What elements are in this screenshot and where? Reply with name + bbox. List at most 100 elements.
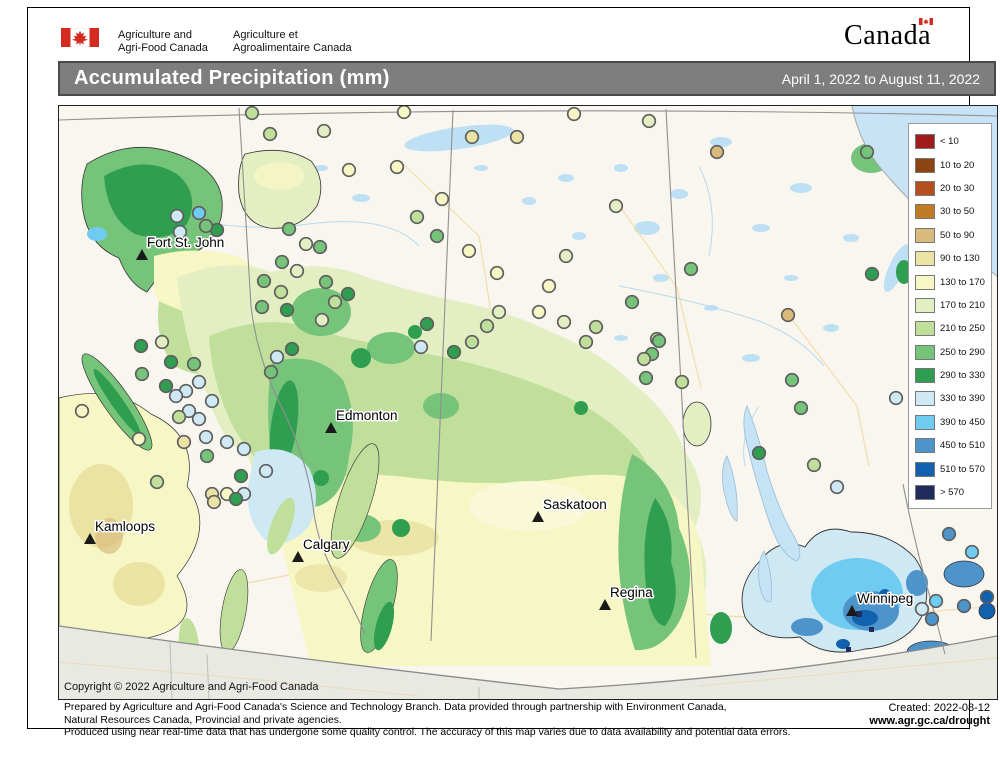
station-dot	[134, 366, 150, 382]
legend-item: 450 to 510	[915, 434, 991, 457]
outer-frame: Agriculture and Agri-Food Canada Agricul…	[27, 7, 998, 738]
map-canvas: Fort St. John Edmonton Kamloops Calgary Sask…	[58, 105, 998, 700]
station-dot	[198, 218, 214, 234]
station-dot	[641, 113, 657, 129]
city-markers: Fort St. John Edmonton Kamloops Calgary Sask…	[84, 234, 915, 616]
station-dot	[254, 299, 270, 315]
station-dot	[281, 221, 297, 237]
legend-swatch	[915, 438, 935, 454]
legend-item: < 10	[915, 130, 991, 153]
footer-meta: Created: 2022-08-12 www.agr.gc.ca/drough…	[869, 702, 990, 728]
department-name-en: Agriculture and Agri-Food Canada	[118, 29, 208, 54]
legend-swatch	[915, 157, 935, 173]
legend-label: 450 to 510	[940, 440, 985, 452]
station-dot	[464, 334, 480, 350]
legend-swatch	[915, 461, 935, 477]
station-dot	[169, 208, 185, 224]
legend-label: 10 to 20	[940, 159, 975, 171]
legend-item: 10 to 20	[915, 153, 991, 176]
station-dot	[541, 278, 557, 294]
station-dot	[419, 316, 435, 332]
legend-item: 90 to 130	[915, 247, 991, 270]
station-dot	[928, 593, 944, 609]
station-dot	[191, 205, 207, 221]
station-dot	[219, 434, 235, 450]
station-dot	[316, 123, 332, 139]
station-dot	[191, 411, 207, 427]
station-dot	[176, 434, 192, 450]
station-dot	[172, 224, 188, 240]
legend-items: < 10 10 to 20 20 to 30 30 to 50 50 to 90 90 t…	[915, 130, 991, 504]
city-label: Fort St. John	[147, 235, 224, 250]
station-dot	[154, 334, 170, 350]
legend-swatch	[915, 180, 935, 196]
station-dot	[244, 106, 260, 121]
station-dot	[864, 266, 880, 282]
station-dot	[191, 374, 207, 390]
station-dot	[312, 239, 328, 255]
station-dot	[784, 372, 800, 388]
station-dot	[914, 601, 930, 617]
station-dot	[751, 445, 767, 461]
legend-item: 50 to 90	[915, 224, 991, 247]
station-dot	[709, 144, 725, 160]
station-dot	[258, 463, 274, 479]
station-dot	[274, 254, 290, 270]
station-dot	[396, 106, 412, 120]
station-dot	[608, 198, 624, 214]
station-dot	[558, 248, 574, 264]
station-dot	[941, 526, 957, 542]
legend-item: 510 to 570	[915, 457, 991, 480]
station-dot	[531, 304, 547, 320]
legend-swatch	[915, 368, 935, 384]
station-dot	[74, 403, 90, 419]
station-dot	[780, 307, 796, 323]
station-dot	[262, 126, 278, 142]
legend-swatch	[915, 204, 935, 220]
station-dot	[131, 431, 147, 447]
title-bar: Accumulated Precipitation (mm) April 1, …	[58, 61, 996, 96]
legend-label: 390 to 450	[940, 416, 985, 428]
drought-url: www.agr.gc.ca/drought	[869, 715, 990, 727]
legend-item: 130 to 170	[915, 270, 991, 293]
station-dot	[198, 429, 214, 445]
station-dot	[284, 341, 300, 357]
legend-label: 510 to 570	[940, 463, 985, 475]
station-dot	[327, 294, 343, 310]
station-dot	[793, 400, 809, 416]
station-dot	[489, 265, 505, 281]
legend-swatch	[915, 344, 935, 360]
legend-label: 90 to 130	[940, 253, 980, 265]
station-dot	[956, 598, 972, 614]
legend-swatch	[915, 134, 935, 150]
station-dot	[859, 144, 875, 160]
station-dot	[289, 263, 305, 279]
station-dot	[979, 589, 995, 605]
station-dot	[829, 479, 845, 495]
station-dot	[413, 339, 429, 355]
precipitation-regions	[59, 143, 996, 674]
station-dot	[168, 388, 184, 404]
legend-swatch	[915, 251, 935, 267]
footer: Prepared by Agriculture and Agri-Food Ca…	[58, 699, 996, 738]
legend-label: 290 to 330	[940, 370, 985, 382]
legend-item: 210 to 250	[915, 317, 991, 340]
station-dot	[638, 370, 654, 386]
legend-item: > 570	[915, 481, 991, 504]
legend-item: 30 to 50	[915, 200, 991, 223]
legend-item: 170 to 210	[915, 294, 991, 317]
wordmark-flag-icon	[919, 18, 933, 25]
department-name-fr: Agriculture et Agroalimentaire Canada	[233, 29, 352, 54]
station-dot	[273, 284, 289, 300]
station-dot	[314, 312, 330, 328]
station-dot	[461, 243, 477, 259]
precipitation-map: Fort St. John Edmonton Kamloops Calgary Sask…	[59, 106, 997, 699]
station-dot	[429, 228, 445, 244]
lakes-manitoba	[722, 405, 801, 603]
station-dot	[674, 374, 690, 390]
legend-label: 20 to 30	[940, 182, 975, 194]
station-dot	[228, 491, 244, 507]
copyright-text: Copyright © 2022 Agriculture and Agri-Fo…	[64, 681, 319, 693]
canada-wordmark: Canada	[844, 18, 933, 51]
station-dot	[509, 129, 525, 145]
